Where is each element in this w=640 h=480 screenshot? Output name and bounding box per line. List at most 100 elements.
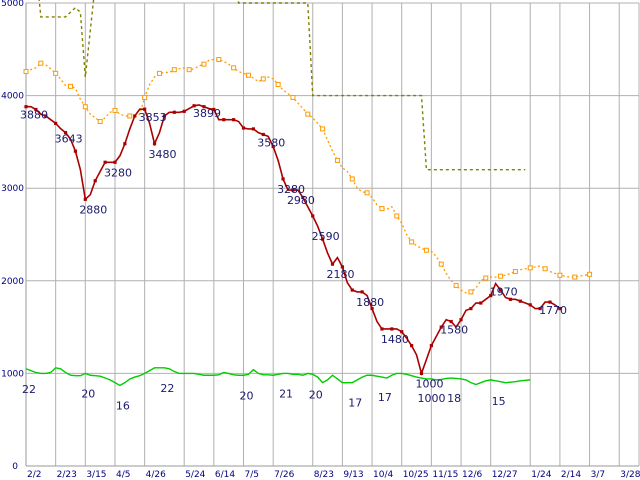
red-marker (103, 160, 107, 164)
orange-marker (394, 213, 400, 219)
red-marker (311, 214, 315, 218)
orange-marker (216, 56, 222, 62)
green-value-label: 21 (279, 387, 293, 400)
red-marker (212, 107, 216, 112)
red-marker (261, 132, 265, 137)
red-marker (232, 118, 236, 122)
series-olive-step (38, 0, 526, 171)
red-value-label: 2180 (327, 268, 355, 281)
orange-marker (186, 67, 192, 73)
x-tick-label: 10/4 (373, 470, 393, 480)
x-tick-label: 7/26 (274, 470, 294, 480)
orange-marker (23, 69, 29, 75)
red-value-label: 1770 (539, 304, 567, 317)
orange-marker (290, 94, 296, 100)
y-tick-label: 2000 (1, 277, 24, 287)
y-tick-label: 4000 (1, 92, 24, 102)
orange-marker (557, 272, 563, 278)
orange-marker (379, 206, 385, 212)
orange-marker (483, 275, 489, 281)
red-marker (222, 118, 226, 122)
x-tick-label: 5/24 (185, 470, 205, 480)
red-marker (330, 262, 335, 266)
red-marker (251, 127, 255, 131)
x-tick-label: 2/14 (561, 470, 581, 480)
red-marker (321, 237, 325, 241)
orange-marker (82, 104, 88, 110)
red-value-label: 3880 (20, 109, 48, 122)
orange-marker (112, 107, 118, 113)
orange-marker (438, 261, 444, 267)
orange-marker (38, 60, 44, 66)
green-value-label: 17 (536, 0, 550, 3)
orange-marker (97, 119, 103, 125)
red-marker (133, 114, 137, 118)
x-tick-label: 3/15 (86, 470, 106, 480)
red-marker (281, 177, 285, 181)
green-value-label: 15 (492, 395, 506, 408)
red-marker (419, 371, 424, 375)
red-marker (498, 288, 503, 292)
red-value-label: 3480 (149, 148, 177, 161)
red-marker (54, 121, 58, 125)
red-marker (73, 149, 78, 153)
orange-marker (201, 61, 207, 67)
red-marker (63, 131, 68, 135)
orange-marker (349, 176, 355, 182)
red-marker (429, 344, 433, 348)
red-marker (271, 144, 275, 149)
red-marker (360, 290, 364, 294)
red-marker (301, 195, 305, 200)
red-marker (390, 327, 394, 331)
red-marker (548, 300, 552, 304)
orange-marker (156, 70, 162, 76)
orange-marker (542, 266, 548, 272)
red-marker (459, 318, 463, 322)
green-value-label: 20 (309, 388, 323, 401)
red-marker (439, 325, 443, 329)
red-marker (172, 110, 176, 114)
red-marker (202, 105, 206, 109)
red-marker (152, 142, 157, 146)
green-value-label: 1000 (417, 392, 445, 405)
x-tick-label: 3/28 (620, 470, 640, 480)
x-tick-label: 1/24 (531, 470, 551, 480)
red-marker (400, 330, 404, 334)
y-tick-label: 1000 (1, 369, 24, 379)
red-marker (291, 188, 295, 192)
red-marker (143, 107, 147, 111)
y-axis (25, 3, 639, 467)
green-value-label: 18 (447, 392, 461, 405)
red-value-label: 1970 (490, 286, 518, 299)
x-tick-label: 12/6 (462, 470, 482, 480)
y-tick-label: 3000 (1, 184, 24, 194)
green-value-label: 16 (116, 399, 130, 412)
red-marker (241, 126, 246, 130)
orange-marker (127, 113, 133, 119)
red-value-label: 3899 (193, 107, 221, 120)
red-marker (44, 114, 48, 118)
red-marker (83, 197, 87, 201)
x-tick-label: 8/23 (314, 470, 334, 480)
red-value-label: 3853 (139, 111, 167, 124)
x-tick-label: 6/14 (215, 470, 235, 480)
orange-marker (231, 65, 237, 71)
red-marker (24, 105, 28, 109)
x-tick-label: 4/26 (146, 470, 166, 480)
orange-marker (260, 76, 266, 82)
orange-marker (587, 271, 593, 277)
orange-marker (364, 190, 370, 196)
red-value-label: 2980 (287, 194, 315, 207)
red-marker (182, 109, 186, 113)
red-value-label: 3643 (55, 133, 83, 146)
red-marker (113, 160, 117, 164)
data-point-annotations: 3880364328803280385334803899358032802980… (20, 0, 567, 412)
orange-marker (171, 67, 177, 73)
red-marker (449, 319, 453, 324)
x-tick-label: 4/5 (116, 470, 130, 480)
red-marker (469, 306, 473, 311)
orange-marker (453, 282, 459, 288)
